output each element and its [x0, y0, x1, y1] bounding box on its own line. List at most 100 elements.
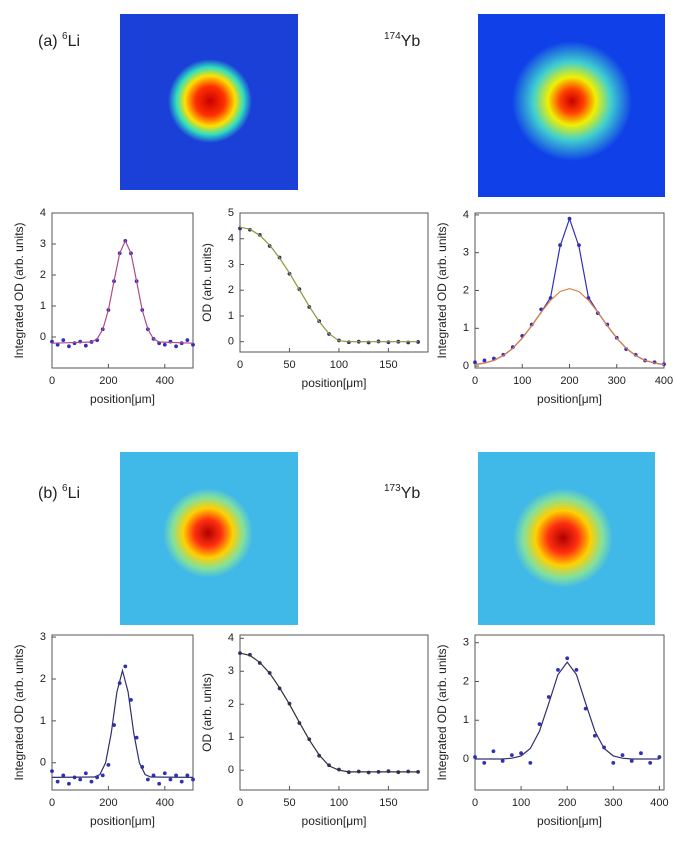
yb-label: 173Yb	[384, 483, 420, 503]
plot-frame	[239, 212, 429, 353]
data-point	[509, 753, 514, 758]
data-point	[191, 342, 195, 347]
plot-frame	[51, 212, 194, 369]
x-tick-label: 100	[512, 797, 530, 809]
x-axis-label: position[μm]	[90, 392, 155, 406]
data-point	[100, 773, 105, 778]
data-point	[482, 358, 487, 363]
data-point	[129, 698, 133, 702]
x-tick-label: 300	[604, 797, 622, 809]
x-tick-label: 50	[283, 359, 295, 371]
data-point	[162, 771, 167, 776]
fit-line	[474, 216, 665, 366]
x-axis-label: position[μm]	[537, 814, 602, 828]
fit-line	[475, 661, 660, 760]
plot-frame	[239, 634, 429, 791]
x-tick-label: 200	[558, 797, 576, 809]
y-tick-label: 0	[40, 757, 46, 769]
y-tick-label: 2	[463, 675, 469, 687]
x-tick-label: 50	[283, 797, 295, 809]
x-tick-label: 100	[513, 375, 531, 387]
data-point	[416, 340, 421, 344]
y-tick-label: 4	[228, 632, 234, 644]
x-tick-label: 0	[472, 797, 478, 809]
x-tick-label: 400	[156, 797, 174, 809]
y-axis-label: Integrated OD (arb. units)	[435, 644, 449, 780]
data-point	[55, 779, 60, 784]
x-tick-label: 400	[650, 797, 668, 809]
x-axis-label: position[μm]	[90, 814, 155, 828]
y-tick-label: 0	[463, 360, 469, 372]
y-tick-label: 4	[228, 233, 234, 245]
x-tick-label: 0	[49, 797, 55, 809]
data-point	[528, 760, 533, 765]
x-tick-label: 200	[99, 797, 117, 809]
data-point	[83, 343, 88, 348]
panel-label: (a) 6Li	[38, 31, 80, 51]
x-tick-label: 100	[330, 797, 348, 809]
data-point	[134, 735, 139, 740]
y-tick-label: 1	[228, 310, 234, 322]
y-tick-label: 3	[228, 258, 234, 270]
data-point	[592, 733, 597, 738]
fit-line	[239, 226, 419, 343]
data-point	[611, 760, 616, 765]
data-point	[574, 667, 579, 672]
y-tick-label: 2	[228, 698, 234, 710]
data-point	[191, 777, 195, 782]
y-tick-label: 0	[40, 331, 46, 343]
y-tick-label: 2	[40, 269, 46, 281]
x-axis-label: position[μm]	[302, 376, 367, 390]
data-point	[185, 338, 190, 342]
data-point	[72, 341, 77, 346]
y-tick-label: 3	[228, 665, 234, 677]
x-tick-label: 200	[99, 375, 117, 387]
y-axis-label: Integrated OD (arb. units)	[12, 644, 26, 780]
x-tick-label: 0	[472, 375, 478, 387]
data-point	[89, 779, 94, 784]
data-point	[386, 769, 391, 774]
data-point	[83, 771, 88, 776]
fit-line	[239, 652, 419, 773]
data-point	[151, 773, 156, 778]
y-tick-label: 4	[463, 209, 469, 221]
data-point	[500, 759, 505, 763]
data-point	[162, 342, 167, 347]
data-point	[145, 777, 150, 782]
y-tick-label: 0	[228, 336, 234, 348]
x-tick-label: 0	[237, 797, 243, 809]
y-tick-label: 1	[463, 322, 469, 334]
yb-cloud-a	[512, 41, 632, 161]
y-tick-label: 0	[228, 764, 234, 776]
y-tick-label: 2	[228, 284, 234, 296]
data-point	[657, 755, 662, 759]
data-point	[537, 722, 542, 727]
x-tick-label: 400	[156, 375, 174, 387]
li-cloud-b	[163, 488, 253, 578]
data-point	[546, 695, 551, 699]
data-point	[473, 360, 477, 365]
x-tick-label: 300	[608, 375, 626, 387]
plot-frame	[474, 634, 665, 791]
x-tick-label: 200	[560, 375, 578, 387]
y-tick-label: 1	[40, 715, 46, 727]
data-point	[565, 656, 570, 661]
fit-line	[474, 287, 665, 366]
data-point	[366, 770, 371, 775]
y-tick-label: 1	[228, 731, 234, 743]
data-point	[620, 753, 625, 758]
y-axis-label: Integrated OD (arb. units)	[12, 222, 26, 358]
data-point	[556, 667, 560, 672]
data-point	[106, 762, 111, 767]
x-axis-label: position[μm]	[537, 392, 602, 406]
y-axis-label: OD (arb. units)	[200, 673, 214, 752]
y-tick-label: 3	[40, 238, 46, 250]
x-axis-label: position[μm]	[302, 814, 367, 828]
fit-line	[51, 668, 194, 778]
data-point	[112, 723, 116, 727]
data-point	[519, 751, 523, 756]
data-point	[179, 779, 184, 784]
data-point	[55, 342, 60, 347]
data-point	[648, 760, 653, 765]
